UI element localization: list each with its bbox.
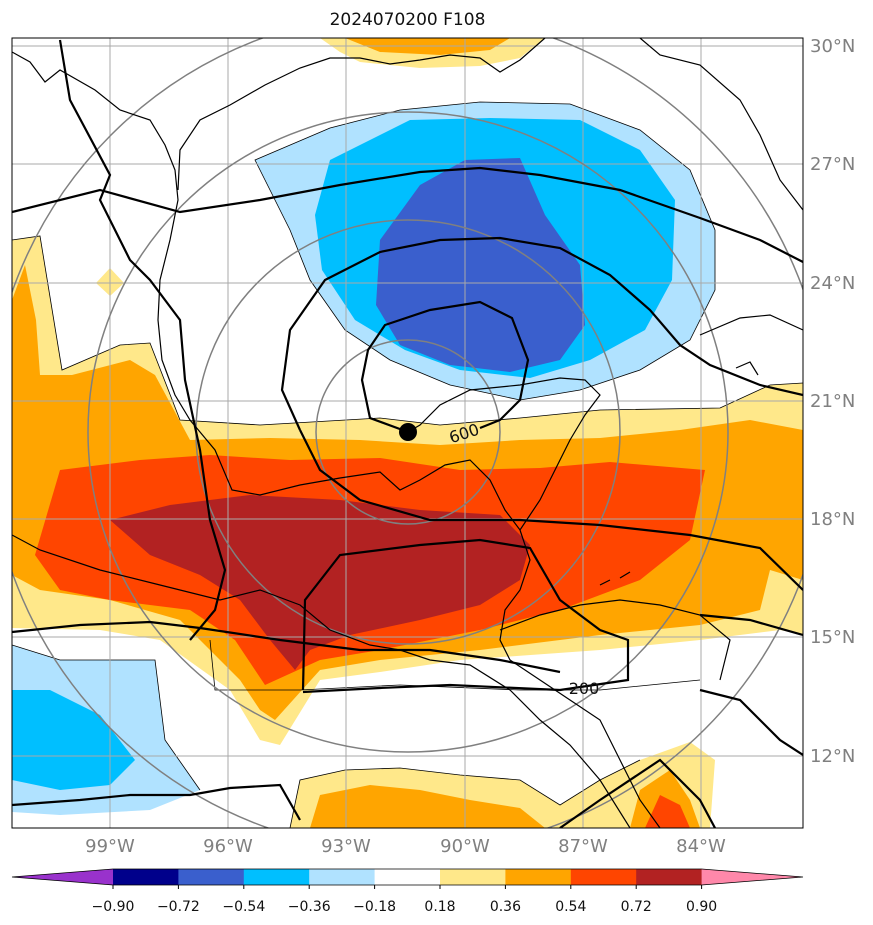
us-gulf-coast: [177, 38, 546, 191]
longitude-labels: 99°W 96°W 93°W 90°W 87°W 84°W: [85, 836, 726, 857]
colorbar-tick-label: −0.90: [92, 899, 135, 915]
lat-label: 27°N: [810, 154, 855, 175]
thick-contours: [12, 39, 803, 828]
colorbar-tick-label: 0.18: [424, 899, 455, 915]
thin-contours: [12, 101, 803, 828]
colorbar-segment: [440, 869, 506, 885]
lat-label: 30°N: [810, 36, 855, 57]
colorbar-segment: [243, 869, 310, 885]
thin-contour-neg: [254, 101, 716, 401]
lat-label: 12°N: [810, 746, 855, 767]
colorbar-segment: [113, 869, 179, 885]
colorbar-tick-label: −0.18: [353, 899, 396, 915]
florida-coast: [639, 38, 803, 211]
bahamas-islands: [599, 361, 759, 586]
isoline-200: [301, 538, 630, 694]
honduras-coast: [499, 599, 731, 681]
thin-contour-bottom: [289, 759, 641, 828]
lon-label: 90°W: [440, 836, 490, 857]
isoline-mid-ring-south: [299, 429, 803, 591]
storm-center-marker: [399, 423, 417, 441]
isoline-west: [58, 39, 227, 641]
map-title: 2024070200 F108: [329, 10, 486, 30]
pos-bottom-high: [645, 795, 690, 828]
cuba-coast: [699, 314, 803, 336]
isoline-southeast: [699, 688, 803, 756]
colorbar-tick-label: −0.54: [222, 899, 265, 915]
colorbar-tick-label: 0.72: [621, 899, 652, 915]
colorbar-segment: [178, 869, 245, 885]
neg-sw-mid: [12, 690, 135, 790]
colorbar-tick-label: −0.72: [157, 899, 200, 915]
colorbar-tick-label: 0.54: [555, 899, 586, 915]
colorbar-segment: [309, 869, 376, 885]
thin-contour-pos: [12, 235, 803, 426]
colorbar-segment: [374, 869, 441, 885]
map-frame: [11, 37, 804, 829]
pos-bottom-mid: [310, 770, 700, 828]
lat-label: 15°N: [810, 627, 855, 648]
latitude-labels: 30°N 27°N 24°N 21°N 18°N 15°N 12°N: [810, 36, 855, 767]
lon-label: 84°W: [676, 836, 726, 857]
colorbar-segment: [636, 869, 703, 885]
gulf-coastline: [12, 51, 601, 532]
colorbar-tick-label: 0.90: [686, 899, 717, 915]
lon-label: 99°W: [85, 836, 135, 857]
yucatan-east-coast: [499, 529, 661, 828]
colorbar-tick-label: 0.36: [490, 899, 521, 915]
lat-label: 21°N: [810, 391, 855, 412]
map-area: 600 200: [12, 38, 803, 828]
colorbar-segment: [505, 869, 572, 885]
lon-label: 96°W: [203, 836, 253, 857]
isoline-south: [12, 620, 561, 674]
colorbar-extend-low: [12, 869, 113, 885]
thin-contour-pos-south: [209, 639, 701, 691]
thin-contour-sw: [12, 644, 201, 791]
isoline-600: [360, 300, 530, 434]
colorbar-tick-label: −0.36: [288, 899, 331, 915]
lon-label: 93°W: [321, 836, 371, 857]
neg-region-dark: [376, 158, 585, 372]
isoline-south-east-edge: [699, 613, 803, 637]
coastlines: [12, 38, 803, 828]
central-america-west-coast: [12, 534, 631, 828]
lat-label: 24°N: [810, 273, 855, 294]
range-ring: [315, 339, 501, 525]
isoline-outer-ring: [12, 166, 803, 263]
colorbar-extend-high: [701, 869, 803, 885]
isoline-mid-ring: [280, 236, 803, 431]
lat-label: 18°N: [810, 509, 855, 530]
isoline-bottom: [12, 758, 716, 828]
colorbar: −0.90 −0.72 −0.54 −0.36 −0.18 0.18 0.36 0.54 0.7…: [11, 868, 804, 915]
lon-label: 87°W: [558, 836, 608, 857]
contour-label-200: 200: [569, 679, 600, 698]
colorbar-segment: [570, 869, 637, 885]
range-ring: [87, 111, 729, 753]
